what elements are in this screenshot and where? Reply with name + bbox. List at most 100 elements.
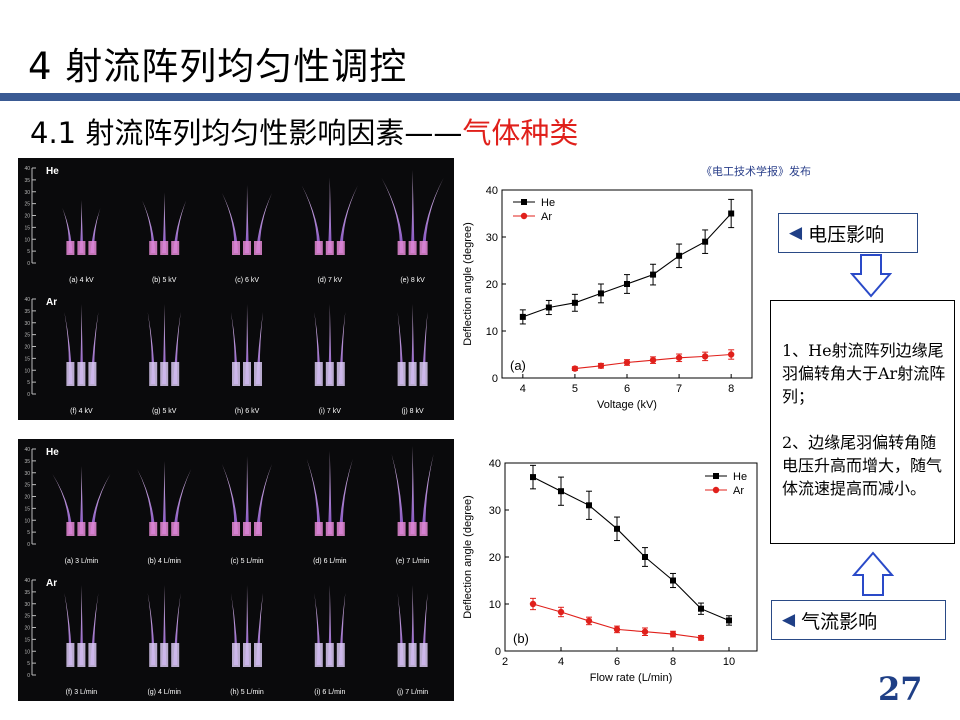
- x-tick-label: 2: [502, 656, 508, 668]
- ruler-tick-label: 20: [24, 626, 30, 632]
- jet-nozzle: [171, 643, 180, 667]
- jet-nozzle: [336, 362, 345, 386]
- plasma-jet: [256, 464, 272, 534]
- jet-nozzle: [66, 522, 75, 536]
- x-tick-label: 4: [520, 383, 526, 395]
- jet-nozzle: [397, 362, 406, 386]
- jet-nozzle: [243, 522, 251, 536]
- jet-nozzle: [254, 362, 262, 386]
- jet-nozzle: [149, 362, 158, 386]
- ruler-tick-label: 0: [27, 261, 30, 267]
- legend-marker: [520, 212, 528, 220]
- jet-nozzle: [254, 643, 262, 667]
- note-point-2: 2、边缘尾羽偏转角随电压升高而增大，随气体流速提高而减小。: [782, 433, 943, 498]
- jet-nozzle: [397, 643, 406, 667]
- jet-nozzle: [149, 241, 158, 255]
- ruler-tick-label: 35: [24, 309, 30, 315]
- slide-subtitle: 4.1 射流阵列均匀性影响因素——气体种类: [30, 110, 578, 152]
- plasma-jet: [306, 459, 321, 534]
- ruler-tick-label: 0: [27, 673, 30, 679]
- plasma-jet: [222, 464, 238, 534]
- ruler-tick-label: 15: [24, 637, 30, 643]
- subtitle-prefix: 4.1 射流阵列均匀性影响因素——: [30, 116, 463, 150]
- slide-title: 4 射流阵列均匀性调控: [28, 45, 408, 88]
- flow-chart: 2 4 6 8 10 0 10 20 30 40 Flow rate (L/min) Deflecti…: [457, 455, 760, 695]
- data-point: [670, 577, 676, 584]
- data-point: [571, 299, 578, 306]
- jet-nozzle: [77, 362, 86, 386]
- jet-nozzle: [336, 241, 345, 255]
- left-triangle-icon: ◀: [789, 223, 803, 243]
- data-point: [614, 525, 620, 532]
- up-arrow-icon: [852, 551, 894, 596]
- data-point: [727, 351, 735, 358]
- ruler-tick-label: 40: [24, 578, 30, 584]
- ruler-tick-label: 40: [24, 166, 30, 172]
- jet-nozzle: [232, 362, 240, 386]
- data-point: [623, 359, 631, 366]
- data-point: [586, 502, 592, 509]
- ruler-tick-label: 35: [24, 459, 30, 465]
- jet-nozzle: [243, 362, 251, 386]
- plasma-jet: [245, 185, 249, 253]
- jet-nozzle: [419, 241, 428, 255]
- data-point: [728, 210, 735, 217]
- jet-nozzle: [254, 241, 262, 255]
- ruler-tick-label: 20: [24, 495, 30, 501]
- voltage-chart-svg: 4 5 6 7 8 0 10 20 30 40 Voltage (kV) Deflection ang…: [462, 185, 753, 411]
- legend-marker: [712, 486, 720, 494]
- plasma-jet: [173, 469, 192, 534]
- voltage-chart: 4 5 6 7 8 0 10 20 30 40 Voltage (kV) Deflection ang…: [457, 180, 757, 420]
- x-tick-label: 6: [624, 383, 630, 395]
- voltage-effect-button[interactable]: ◀ 电压影响: [778, 213, 918, 253]
- conclusion-note: 1、He射流阵列边缘尾羽偏转角大于Ar射流阵列； 2、边缘尾羽偏转角随电压升高而…: [770, 300, 955, 544]
- photo-caption: (h) 6 kV: [235, 408, 260, 415]
- x-tick-label: 4: [558, 656, 564, 668]
- ruler-tick-label: 30: [24, 321, 30, 327]
- plot-frame: [504, 462, 758, 652]
- jet-nozzle: [232, 643, 240, 667]
- data-point: [641, 628, 649, 635]
- y-tick-label: 10: [486, 326, 498, 338]
- data-point: [669, 630, 677, 638]
- jet-nozzle: [419, 522, 428, 536]
- jet-nozzle: [160, 522, 169, 536]
- data-point: [571, 365, 579, 372]
- gas-label: Ar: [46, 578, 57, 589]
- photo-caption: (f) 3 L/min: [66, 689, 98, 696]
- data-point: [697, 634, 705, 642]
- data-point: [726, 617, 732, 624]
- ruler-tick-label: 40: [24, 447, 30, 453]
- jet-nozzle: [77, 522, 86, 536]
- photo-caption: (j) 7 L/min: [397, 689, 428, 696]
- series-line-he: [532, 476, 730, 621]
- ruler-tick-label: 5: [27, 661, 30, 667]
- flow-effect-button[interactable]: ◀ 气流影响: [771, 600, 946, 640]
- jet-nozzle: [88, 241, 97, 255]
- plasma-jet: [391, 454, 404, 534]
- y-tick-label: 40: [489, 458, 501, 470]
- ruler-tick-label: 15: [24, 225, 30, 231]
- ruler-tick-label: 30: [24, 190, 30, 196]
- data-point: [613, 626, 621, 633]
- flow-effect-label: 气流影响: [801, 610, 878, 633]
- data-point: [529, 600, 537, 608]
- data-point: [597, 290, 604, 297]
- photo-caption: (b) 5 kV: [152, 277, 177, 284]
- plasma-jet: [162, 192, 167, 253]
- jet-nozzle: [149, 643, 158, 667]
- photo-caption: (i) 6 L/min: [314, 689, 345, 696]
- jet-nozzle: [160, 362, 169, 386]
- plasma-jet: [162, 461, 167, 534]
- data-point: [649, 356, 657, 364]
- jet-nozzle: [336, 522, 345, 536]
- down-arrow-icon: [850, 254, 892, 298]
- series-line-he: [522, 213, 732, 318]
- jet-nozzle: [314, 643, 323, 667]
- photo-caption: (c) 6 kV: [235, 277, 259, 284]
- data-point: [642, 554, 648, 560]
- photo-caption: (g) 5 kV: [152, 408, 177, 415]
- source-note: 《电工技术学报》发布: [701, 165, 811, 178]
- jet-nozzle: [149, 522, 158, 536]
- photo-caption: (g) 4 L/min: [147, 689, 181, 696]
